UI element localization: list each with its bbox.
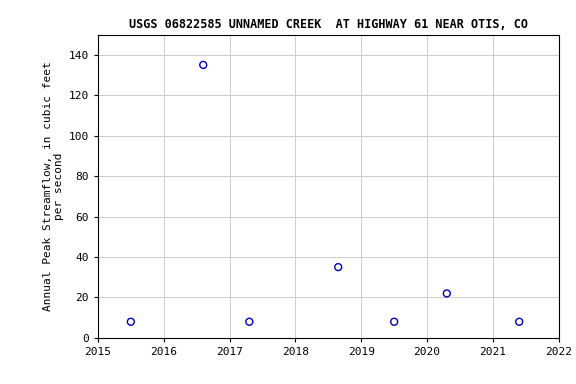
Point — [389, 319, 399, 325]
Y-axis label: Annual Peak Streamflow, in cubic feet
per second: Annual Peak Streamflow, in cubic feet pe… — [43, 61, 65, 311]
Point — [126, 319, 135, 325]
Title: USGS 06822585 UNNAMED CREEK  AT HIGHWAY 61 NEAR OTIS, CO: USGS 06822585 UNNAMED CREEK AT HIGHWAY 6… — [129, 18, 528, 31]
Point — [334, 264, 343, 270]
Point — [514, 319, 524, 325]
Point — [199, 62, 208, 68]
Point — [442, 290, 452, 296]
Point — [245, 319, 254, 325]
